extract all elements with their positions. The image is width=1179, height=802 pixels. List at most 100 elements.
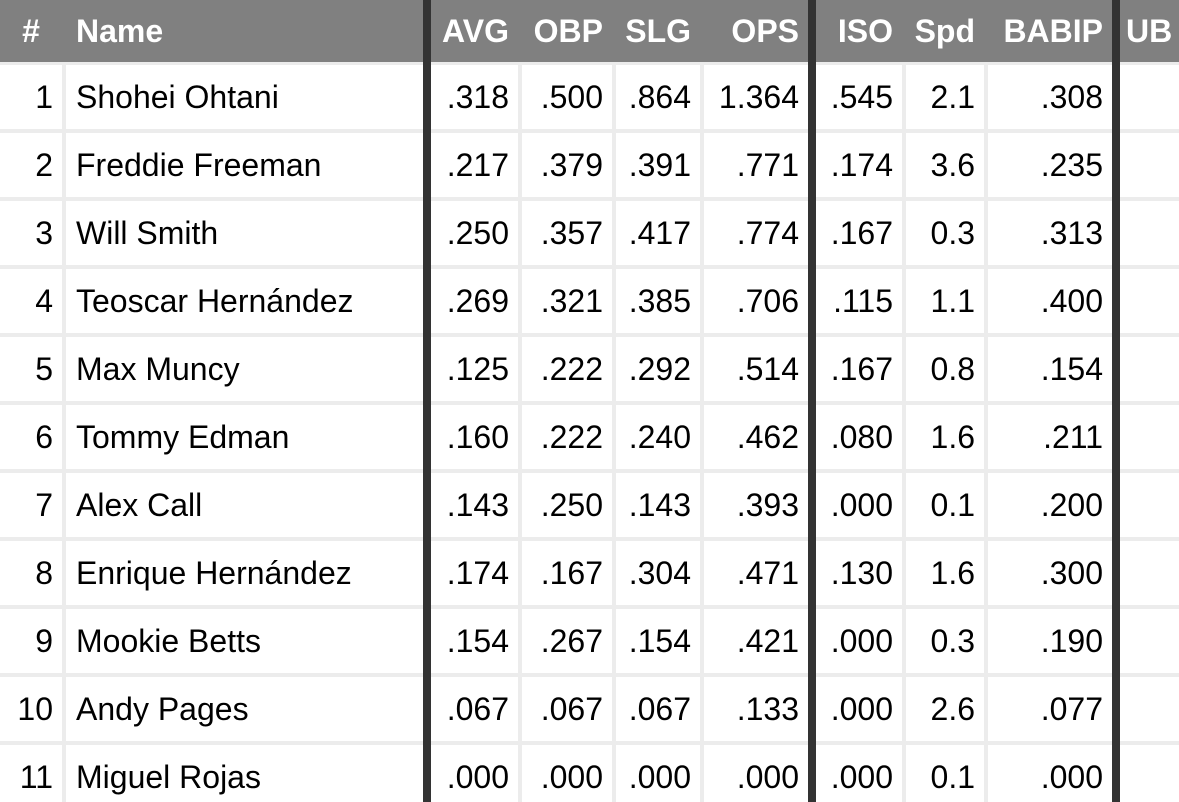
cell-ub — [1120, 609, 1179, 673]
cell-rank: 5 — [0, 337, 62, 401]
cell-ops: 1.364 — [704, 65, 808, 129]
cell-spd: 2.1 — [906, 65, 984, 129]
header-slg[interactable]: SLG — [616, 0, 700, 62]
cell-avg: .250 — [431, 201, 518, 265]
cell-name: Enrique Hernández — [66, 541, 423, 605]
cell-name: Shohei Ohtani — [66, 65, 423, 129]
cell-rank: 1 — [0, 65, 62, 129]
cell-name: Teoscar Hernández — [66, 269, 423, 333]
table-row[interactable]: 7 Alex Call .143.250.143.393.000 0.1.200 — [0, 473, 1179, 537]
table-row[interactable]: 10 Andy Pages .067.067.067.133.000 2.6.077 — [0, 677, 1179, 741]
cell-iso: .115 — [816, 269, 902, 333]
table-row[interactable]: 2 Freddie Freeman .217.379.391.771.174 3.6.… — [0, 133, 1179, 197]
cell-name: Max Muncy — [66, 337, 423, 401]
cell-slg: .304 — [616, 541, 700, 605]
cell-iso: .167 — [816, 201, 902, 265]
cell-obp: .167 — [522, 541, 612, 605]
cell-obp: .222 — [522, 337, 612, 401]
cell-name: Mookie Betts — [66, 609, 423, 673]
cell-iso: .174 — [816, 133, 902, 197]
cell-ops: .000 — [704, 745, 808, 802]
cell-slg: .391 — [616, 133, 700, 197]
cell-babip: .154 — [988, 337, 1112, 401]
cell-rank: 8 — [0, 541, 62, 605]
cell-ub — [1120, 473, 1179, 537]
header-babip[interactable]: BABIP — [988, 0, 1112, 62]
table-row[interactable]: 11 Miguel Rojas .000.000.000.000.000 0.1.00… — [0, 745, 1179, 802]
header-avg[interactable]: AVG — [431, 0, 518, 62]
column-group-divider — [808, 0, 816, 802]
cell-iso: .000 — [816, 745, 902, 802]
cell-rank: 11 — [0, 745, 62, 802]
header-name[interactable]: Name — [66, 0, 423, 62]
cell-ops: .514 — [704, 337, 808, 401]
cell-babip: .308 — [988, 65, 1112, 129]
cell-rank: 4 — [0, 269, 62, 333]
cell-slg: .067 — [616, 677, 700, 741]
table-row[interactable]: 5 Max Muncy .125.222.292.514.167 0.8.154 — [0, 337, 1179, 401]
cell-ub — [1120, 133, 1179, 197]
cell-ops: .393 — [704, 473, 808, 537]
cell-babip: .000 — [988, 745, 1112, 802]
header-obp[interactable]: OBP — [522, 0, 612, 62]
table-row[interactable]: 9 Mookie Betts .154.267.154.421.000 0.3.190 — [0, 609, 1179, 673]
cell-obp: .250 — [522, 473, 612, 537]
cell-iso: .167 — [816, 337, 902, 401]
cell-babip: .235 — [988, 133, 1112, 197]
cell-ub — [1120, 677, 1179, 741]
cell-spd: 0.3 — [906, 201, 984, 265]
cell-ops: .133 — [704, 677, 808, 741]
header-spd[interactable]: Spd — [906, 0, 984, 62]
cell-slg: .292 — [616, 337, 700, 401]
cell-ub — [1120, 201, 1179, 265]
cell-rank: 9 — [0, 609, 62, 673]
header-ops[interactable]: OPS — [704, 0, 808, 62]
cell-ub — [1120, 65, 1179, 129]
cell-rank: 10 — [0, 677, 62, 741]
table-row[interactable]: 3 Will Smith .250.357.417.774.167 0.3.313 — [0, 201, 1179, 265]
table-row[interactable]: 8 Enrique Hernández .174.167.304.471.130 1.… — [0, 541, 1179, 605]
cell-iso: .130 — [816, 541, 902, 605]
cell-ub — [1120, 745, 1179, 802]
cell-ub — [1120, 405, 1179, 469]
cell-slg: .417 — [616, 201, 700, 265]
cell-ub — [1120, 269, 1179, 333]
table-row[interactable]: 4 Teoscar Hernández .269.321.385.706.115 1.… — [0, 269, 1179, 333]
header-iso[interactable]: ISO — [816, 0, 902, 62]
cell-avg: .269 — [431, 269, 518, 333]
cell-rank: 7 — [0, 473, 62, 537]
cell-ops: .774 — [704, 201, 808, 265]
cell-spd: 0.1 — [906, 473, 984, 537]
cell-iso: .000 — [816, 609, 902, 673]
cell-ops: .421 — [704, 609, 808, 673]
cell-spd: 1.6 — [906, 541, 984, 605]
cell-babip: .077 — [988, 677, 1112, 741]
cell-avg: .000 — [431, 745, 518, 802]
cell-spd: 0.1 — [906, 745, 984, 802]
cell-avg: .143 — [431, 473, 518, 537]
cell-avg: .125 — [431, 337, 518, 401]
header-rank[interactable]: # — [0, 0, 62, 62]
cell-babip: .211 — [988, 405, 1112, 469]
cell-spd: 1.6 — [906, 405, 984, 469]
cell-slg: .240 — [616, 405, 700, 469]
cell-babip: .300 — [988, 541, 1112, 605]
cell-ops: .471 — [704, 541, 808, 605]
cell-rank: 2 — [0, 133, 62, 197]
cell-obp: .379 — [522, 133, 612, 197]
cell-avg: .174 — [431, 541, 518, 605]
cell-slg: .143 — [616, 473, 700, 537]
column-group-divider — [423, 0, 431, 802]
cell-ops: .706 — [704, 269, 808, 333]
table-row[interactable]: 1 Shohei Ohtani .318.500.864 1.364.545 2.1.3… — [0, 65, 1179, 129]
cell-iso: .000 — [816, 677, 902, 741]
table-row[interactable]: 6 Tommy Edman .160.222.240.462.080 1.6.211 — [0, 405, 1179, 469]
cell-babip: .190 — [988, 609, 1112, 673]
header-ub[interactable]: UB — [1120, 0, 1179, 62]
cell-obp: .267 — [522, 609, 612, 673]
cell-slg: .385 — [616, 269, 700, 333]
cell-name: Tommy Edman — [66, 405, 423, 469]
cell-name: Miguel Rojas — [66, 745, 423, 802]
cell-ops: .462 — [704, 405, 808, 469]
cell-spd: 0.8 — [906, 337, 984, 401]
